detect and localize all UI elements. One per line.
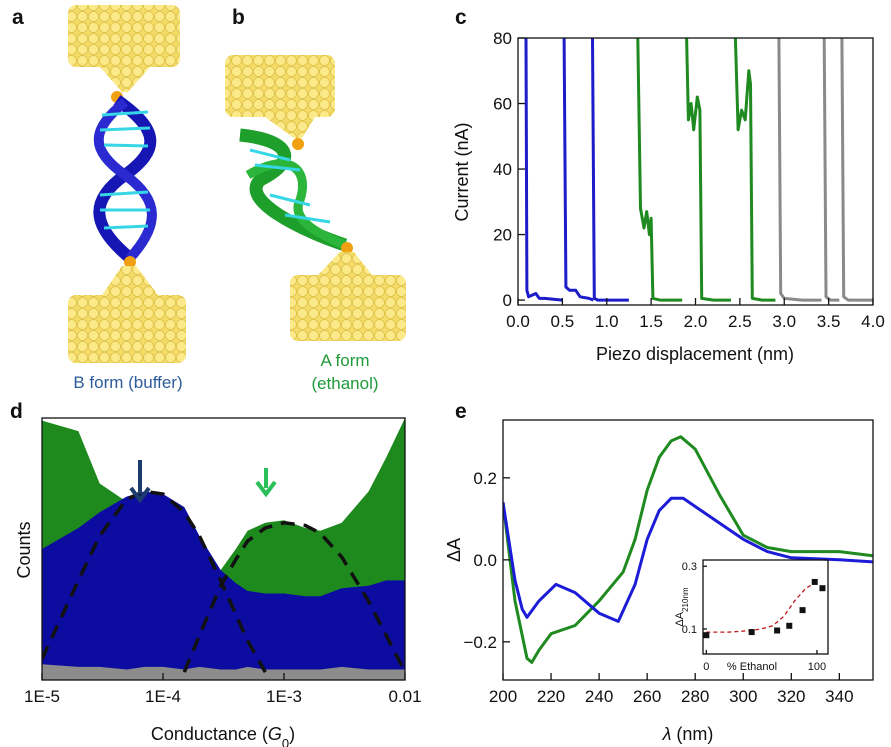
data-point <box>703 632 710 639</box>
panel-letter: c <box>455 6 467 29</box>
plot: 0 100 0.1 0.3 <box>682 559 829 673</box>
axes-frame <box>517 37 874 306</box>
plot-area <box>42 418 405 680</box>
axis-label-part: 210nm <box>681 587 690 612</box>
y-tick-label: −0.2 <box>463 633 497 652</box>
axis-label: Piezo displacement (nm) <box>596 344 794 364</box>
data-point <box>748 629 755 636</box>
plot-area <box>524 38 873 302</box>
x-tick-label: 300 <box>729 687 757 706</box>
x-tick-label: 260 <box>633 687 661 706</box>
data-point <box>786 622 793 629</box>
x-tick-label: 3.0 <box>772 312 796 331</box>
axis-label: Counts <box>14 521 34 578</box>
trace <box>503 496 873 623</box>
axis-label: % Ethanol <box>727 661 777 673</box>
y-tick-label: 0.2 <box>473 469 497 488</box>
data-point <box>811 578 818 585</box>
arrow-head <box>255 480 277 498</box>
caption: B form (buffer) <box>73 373 182 392</box>
panel-letter: a <box>12 6 24 29</box>
x-tick-label: 320 <box>777 687 805 706</box>
x-tick-label: 0.01 <box>388 687 421 706</box>
x-tick-label: 2.0 <box>684 312 708 331</box>
y-tick-label: 0 <box>503 291 512 310</box>
axes-frame <box>702 559 829 655</box>
axis-label-part: G <box>268 724 282 744</box>
y-tick-label: 60 <box>493 94 512 113</box>
fit-line <box>706 581 818 633</box>
axis-label: Current (nA) <box>452 122 472 221</box>
panel-letter: b <box>232 6 245 29</box>
x-tick-label: 200 <box>489 687 517 706</box>
x-tick-label: 1.0 <box>595 312 619 331</box>
illustration-a-form <box>225 55 406 341</box>
caption: (ethanol) <box>311 374 378 393</box>
x-tick-label: 0.0 <box>506 312 530 331</box>
plot: 0.0 0.5 1.0 1.5 2.0 2.5 3.0 3.5 4.0 0 20 40 60 80 <box>493 29 885 331</box>
axis-label: Conductance (G0) <box>151 724 295 747</box>
y-tick-label: 20 <box>493 226 512 245</box>
data-point <box>799 607 806 614</box>
y-tick-label: 0.1 <box>682 624 697 636</box>
y-tick-label: 40 <box>493 160 512 179</box>
trace <box>777 38 822 302</box>
caption: A form <box>320 351 369 370</box>
trace <box>562 38 594 302</box>
axis-label-part: ) <box>289 724 295 744</box>
axis-label-part: ΔA <box>674 611 686 626</box>
x-tick-label: 2.5 <box>728 312 752 331</box>
trace <box>733 38 776 302</box>
trace <box>822 38 840 302</box>
axis-label: ΔA210nm <box>674 587 690 626</box>
panel-letter: d <box>10 400 23 423</box>
trace <box>524 38 563 302</box>
plot: 200 220 240 260 280 300 320 340 −0.2 0.0 0.2 <box>463 419 874 706</box>
axis-label-part: λ <box>662 724 672 744</box>
trace <box>636 38 683 302</box>
axis-label-part: Conductance ( <box>151 724 268 744</box>
axes-frame <box>502 419 874 681</box>
x-tick-label: 280 <box>681 687 709 706</box>
y-tick-label: 0.0 <box>473 551 497 570</box>
plot: 1E-5 1E-4 1E-3 0.01 <box>24 417 422 706</box>
y-tick-label: 80 <box>493 29 512 48</box>
x-tick-label: 1E-3 <box>266 687 302 706</box>
axis-label: λ (nm) <box>662 724 714 744</box>
arrow-head <box>129 486 151 504</box>
trace <box>840 38 873 302</box>
plot-area <box>503 435 873 664</box>
trace <box>591 38 629 302</box>
plot-area <box>703 578 826 639</box>
x-tick-label: 240 <box>585 687 613 706</box>
x-tick-label: 100 <box>808 661 826 673</box>
data-point <box>819 585 826 592</box>
x-tick-label: 340 <box>825 687 853 706</box>
y-tick-label: 0.3 <box>682 561 697 573</box>
axes-frame <box>41 417 406 681</box>
axis-label: ΔA <box>444 538 464 562</box>
x-tick-label: 1E-4 <box>145 687 181 706</box>
fit-line <box>42 489 267 673</box>
x-tick-label: 3.5 <box>817 312 841 331</box>
illustration-b-form <box>68 5 186 363</box>
trace <box>503 435 873 664</box>
x-tick-label: 0 <box>703 661 709 673</box>
fit-line <box>182 521 405 673</box>
data-point <box>774 627 781 634</box>
x-tick-label: 1.5 <box>639 312 663 331</box>
trace <box>685 38 731 302</box>
x-tick-label: 220 <box>537 687 565 706</box>
panel-letter: e <box>455 400 467 423</box>
histogram-area <box>42 664 405 680</box>
axis-label-part: (nm) <box>671 724 713 744</box>
x-tick-label: 0.5 <box>551 312 575 331</box>
axis-label-part: 0 <box>282 736 289 747</box>
x-tick-label: 1E-5 <box>24 687 60 706</box>
x-tick-label: 4.0 <box>861 312 885 331</box>
